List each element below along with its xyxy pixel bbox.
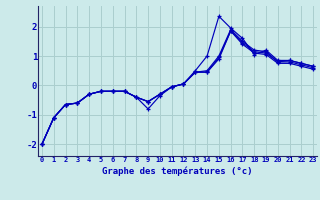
X-axis label: Graphe des températures (°c): Graphe des températures (°c)	[102, 166, 253, 176]
